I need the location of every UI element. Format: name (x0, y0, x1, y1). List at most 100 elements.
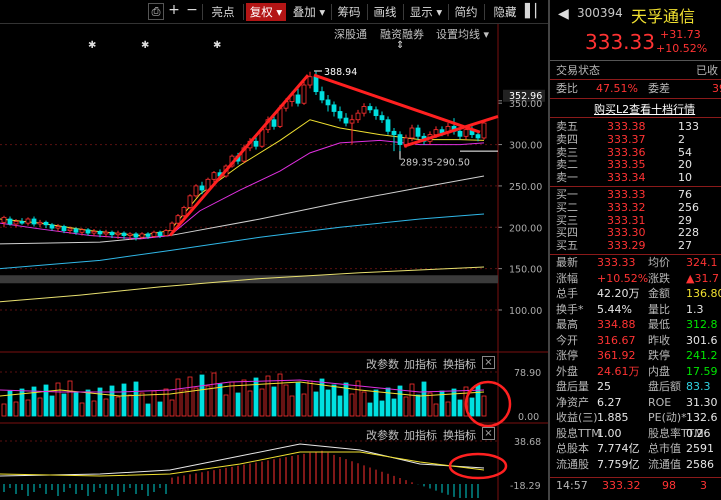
ask-row[interactable]: 卖一 333.34 10 (550, 172, 721, 185)
volume-bar (175, 378, 181, 417)
chips-button[interactable]: 筹码 (337, 5, 361, 19)
ask-row[interactable]: 卖二 333.35 20 (550, 159, 721, 172)
vol-tick-label: 78.90 (514, 368, 541, 379)
stat-row[interactable]: 今开 316.67 昨收 301.6 (550, 333, 721, 348)
stat-label: 净资产 (556, 395, 589, 409)
stat-row[interactable]: 流通股 7.759亿 流通值 2586 (550, 458, 721, 472)
stat-row[interactable]: 总股本 7.774亿 总市值 2591 (550, 442, 721, 456)
ask-row[interactable]: 卖四 333.37 2 (550, 133, 721, 147)
candle-body (307, 76, 313, 86)
stat-row[interactable]: 涨停 361.92 跌停 241.2 (550, 349, 721, 363)
candle-body (55, 226, 61, 229)
candle-body (325, 99, 331, 106)
stat-row[interactable]: 最新 333.33 均价 324.1 (550, 256, 721, 270)
ask-volume: 133 (678, 120, 699, 133)
candle-body (43, 221, 49, 226)
event-star-icon: ✱ (141, 40, 149, 51)
stat-row[interactable]: 收益(三) 1.885 PE(动)* 132.6 (550, 411, 721, 425)
adjust-button[interactable]: 复权 ▾ (246, 3, 286, 21)
candle-body (187, 195, 193, 208)
overlay-button[interactable]: 叠加 ▾ (292, 5, 326, 19)
stat-value: 6.27 (597, 395, 622, 409)
candle-body (97, 231, 103, 235)
bid-label: 买二 (556, 200, 578, 214)
stat-value: 334.88 (597, 318, 636, 331)
draw-line-button[interactable]: 画线 (373, 5, 397, 19)
y-tick-label: 352.96 (509, 91, 542, 102)
candle-body (13, 221, 19, 225)
stat-row[interactable]: 换手* 5.44% 量比 1.3 (550, 303, 721, 317)
ask-row[interactable]: 卖五 333.38 133 (550, 120, 721, 134)
margin-label[interactable]: 融资融券 (380, 28, 424, 41)
candle-body (199, 185, 205, 191)
hk-connect-label[interactable]: 深股通 (334, 28, 367, 41)
zoom-out-icon[interactable]: − (186, 2, 198, 18)
vol-close-icon[interactable]: × (482, 356, 495, 369)
bid-row[interactable]: 买五 333.29 27 (550, 240, 721, 253)
ask-row[interactable]: 卖三 333.36 54 (550, 146, 721, 160)
stat-row[interactable]: 盘后量 25 盘后额 83.3 (550, 380, 721, 394)
candle-body (175, 215, 181, 224)
volume-bar (325, 389, 331, 417)
volume-bar (91, 400, 97, 417)
volume-bar (433, 403, 439, 417)
volume-bar (235, 392, 241, 417)
volume-bar (7, 390, 13, 417)
stat-label: 今开 (556, 333, 578, 347)
candle-body (253, 140, 259, 147)
vol-edit-params[interactable]: 改参数 (366, 358, 399, 371)
candle-body (355, 112, 361, 121)
volume-bar (229, 381, 235, 417)
vol-add-indicator[interactable]: 加指标 (404, 358, 437, 371)
bid-row[interactable]: 买三 333.31 29 (550, 214, 721, 228)
volume-bar (427, 392, 433, 417)
collapse-panel-icon[interactable]: ▌▏ (525, 4, 545, 19)
stat-row[interactable]: 总手 42.20万 金额 136.80 (550, 287, 721, 301)
bid-row[interactable]: 买二 333.32 256 (550, 200, 721, 215)
ask-price: 333.35 (607, 158, 646, 172)
candle-body (37, 221, 43, 225)
candle-body (385, 119, 391, 132)
macd-add-indicator[interactable]: 加指标 (404, 429, 437, 442)
macd-switch-indicator[interactable]: 换指标 (443, 429, 476, 442)
stat-value: 1.00 (597, 426, 622, 440)
kline-chart[interactable]: 深股通 融资融券 设置均线 ▾ 352.96 350.00 300.00 250.00… (0, 24, 548, 500)
volume-bar (379, 400, 385, 417)
set-ma-label[interactable]: 设置均线 ▾ (436, 28, 490, 41)
volume-bar (331, 384, 337, 417)
simple-button[interactable]: 简约 (454, 5, 478, 19)
bid-row[interactable]: 买一 333.33 76 (550, 188, 721, 202)
stat-row[interactable]: 净资产 6.27 ROE 31.30 (550, 395, 721, 410)
chart-header: 深股通 融资融券 设置均线 ▾ (0, 24, 548, 42)
volume-bar (199, 374, 205, 417)
price-change-pct: +10.52% (656, 42, 708, 55)
candle-body (343, 117, 349, 124)
stat-label: 股息TTM (556, 426, 601, 440)
volume-bar (121, 383, 127, 417)
stat-row[interactable]: 股息TTM 1.00 股息率TTM 0.26 (550, 426, 721, 441)
macd-close-icon[interactable]: × (482, 427, 495, 440)
volume-bar (67, 380, 73, 417)
l2-purchase-link[interactable]: 购买L2查看十档行情 (594, 103, 696, 116)
prev-stock-icon[interactable]: ◀ (558, 6, 569, 22)
hide-button[interactable]: 隐藏 (493, 5, 517, 19)
zoom-in-icon[interactable]: + (168, 2, 180, 18)
candle-body (1, 216, 7, 223)
bid-row[interactable]: 买四 333.30 228 (550, 227, 721, 240)
camera-icon[interactable]: ⎙ (148, 3, 164, 20)
status-row: 交易状态 已收 (556, 64, 718, 77)
macd-dif-line (0, 443, 485, 477)
stat-value: 316.67 (597, 333, 636, 347)
vol-switch-indicator[interactable]: 换指标 (443, 358, 476, 371)
candle-body (481, 122, 487, 139)
stat-row[interactable]: 外盘 24.61万 内盘 17.59 (550, 364, 721, 379)
low-label: 289.35-290.50 (400, 157, 470, 168)
stat-row[interactable]: 涨幅 +10.52% 涨跌 ▲31.7 (550, 272, 721, 286)
display-button[interactable]: 显示 ▾ (409, 5, 443, 19)
stat-row[interactable]: 最高 334.88 最低 312.8 (550, 318, 721, 332)
stat-value: 24.61万 (597, 364, 640, 378)
highlight-button[interactable]: 亮点 (211, 5, 235, 19)
macd-edit-params[interactable]: 改参数 (366, 429, 399, 442)
volume-bar (205, 385, 211, 417)
volume-bar (127, 394, 133, 417)
